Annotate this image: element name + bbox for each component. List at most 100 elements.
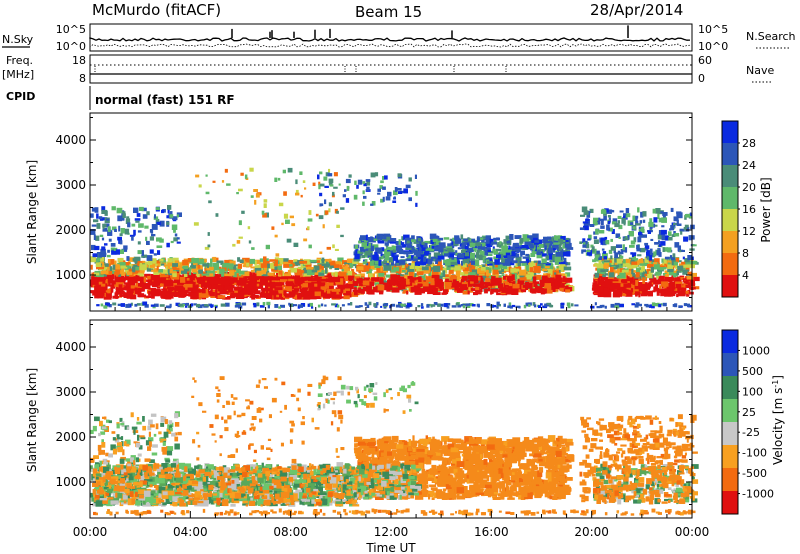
echo-pixel (367, 278, 374, 282)
echo-pixel (457, 289, 464, 293)
echo-pixel (237, 286, 243, 290)
echo-pixel (227, 265, 230, 271)
echo-pixel (269, 281, 275, 289)
echo-pixel (574, 304, 579, 307)
echo-pixel (624, 290, 633, 294)
echo-pixel (276, 294, 279, 298)
echo-pixel (230, 292, 238, 297)
echo-pixel (462, 258, 468, 264)
echo-pixel (192, 281, 196, 287)
echo-pixel (554, 256, 561, 263)
echo-pixel (353, 194, 358, 200)
echo-pixel (635, 272, 640, 278)
echo-pixel (141, 250, 144, 256)
echo-pixel (317, 174, 320, 180)
echo-pixel (545, 255, 549, 260)
echo-pixel (642, 219, 646, 223)
echo-pixel (650, 238, 654, 241)
echo-pixel (100, 270, 109, 275)
echo-pixel (477, 237, 484, 240)
echo-pixel (492, 278, 500, 281)
echo-pixel (170, 293, 178, 297)
echo-pixel (494, 259, 500, 265)
echo-pixel (334, 303, 339, 308)
echo-pixel (348, 174, 352, 178)
echo-pixel (130, 302, 133, 306)
echo-pixel (297, 269, 302, 275)
echo-pixel (311, 306, 314, 309)
echo-pixel (176, 237, 180, 240)
echo-pixel (377, 192, 381, 195)
echo-pixel (397, 188, 402, 191)
echo-pixel (627, 234, 630, 241)
echo-pixel (534, 240, 540, 243)
echo-pixel (671, 275, 675, 281)
echo-pixel (324, 210, 329, 215)
echo-pixel (687, 282, 691, 286)
echo-pixel (487, 249, 491, 252)
echo-pixel (561, 302, 565, 306)
colorbar-tick-label: 28 (742, 137, 756, 150)
echo-pixel (146, 211, 150, 216)
y-tick-label: 4000 (55, 133, 86, 147)
echo-pixel (567, 305, 571, 309)
echo-pixel (480, 283, 484, 290)
echo-pixel (601, 278, 609, 281)
echo-pixel (326, 246, 331, 250)
echo-pixel (437, 303, 441, 307)
echo-pixel (514, 272, 521, 280)
echo-pixel (495, 263, 498, 268)
echo-pixel (376, 266, 384, 273)
echo-pixel (643, 271, 650, 274)
echo-pixel (111, 282, 115, 289)
echo-pixel (133, 264, 140, 267)
echo-pixel (322, 224, 325, 229)
echo-pixel (624, 236, 630, 239)
echo-pixel (292, 263, 295, 267)
echo-pixel (380, 198, 384, 203)
echo-pixel (252, 302, 257, 306)
echo-pixel (281, 222, 284, 226)
echo-pixel (331, 294, 336, 299)
echo-pixel (322, 293, 331, 299)
echo-pixel (658, 303, 662, 308)
echo-pixel (280, 295, 290, 299)
echo-pixel (300, 264, 308, 269)
echo-pixel (182, 276, 189, 282)
echo-pixel (149, 263, 156, 268)
echo-pixel (144, 304, 149, 308)
echo-pixel (400, 303, 406, 307)
echo-pixel (462, 267, 470, 272)
echo-pixel (414, 290, 422, 295)
echo-pixel (621, 271, 624, 274)
echo-pixel (545, 266, 550, 269)
echo-pixel (354, 180, 357, 185)
echo-pixel (551, 282, 555, 289)
echo-pixel (240, 172, 244, 176)
echo-pixel (586, 244, 590, 249)
colorbar-swatch (722, 143, 738, 166)
echo-pixel (360, 280, 366, 283)
echo-pixel (618, 277, 623, 284)
echo-pixel (408, 251, 413, 255)
echo-pixel (254, 260, 257, 265)
echo-pixel (646, 250, 650, 255)
echo-pixel (131, 275, 137, 280)
echo-pixel (507, 255, 513, 261)
echo-pixel (564, 242, 572, 248)
echo-pixel (426, 278, 435, 282)
echo-pixel (333, 186, 338, 189)
echo-pixel (463, 268, 469, 275)
echo-pixel (615, 233, 621, 238)
echo-pixel (384, 242, 389, 246)
echo-pixel (600, 225, 605, 229)
echo-pixel (306, 267, 314, 270)
echo-pixel (141, 207, 147, 212)
echo-pixel (659, 285, 662, 290)
echo-pixel (176, 214, 179, 218)
echo-pixel (100, 260, 104, 264)
echo-pixel (206, 266, 214, 271)
echo-pixel (406, 303, 412, 308)
echo-pixel (250, 195, 254, 198)
echo-pixel (445, 246, 452, 250)
